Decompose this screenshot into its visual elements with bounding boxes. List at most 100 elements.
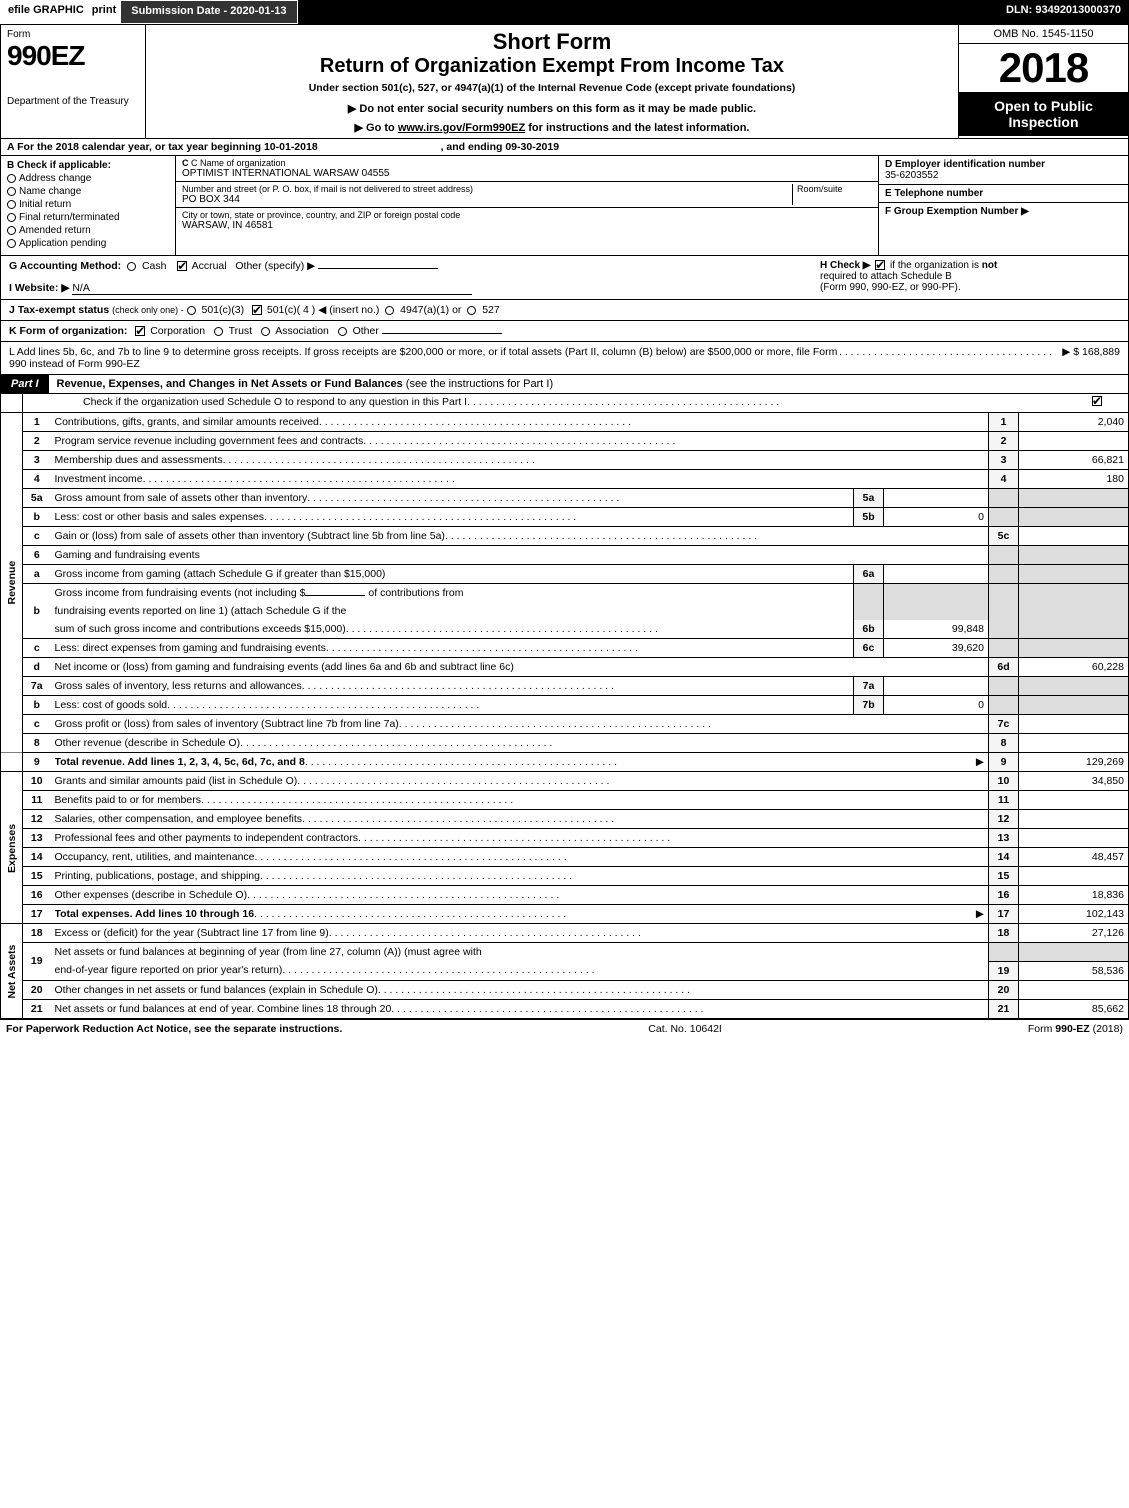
header-right: OMB No. 1545-1150 2018 Open to Public In… [958, 25, 1128, 138]
line-7b-desc: Less: cost of goods sold [55, 699, 168, 711]
line-2-val [1019, 432, 1129, 451]
line-7b-no: b [23, 696, 51, 715]
part1-sub-row: Check if the organization used Schedule … [0, 394, 1129, 413]
goto-line: ▶ Go to www.irs.gov/Form990EZ for instru… [152, 121, 952, 134]
line-16: 16 Other expenses (describe in Schedule … [1, 886, 1129, 905]
check-application-pending-label: Application pending [19, 238, 106, 249]
line-1-box: 1 [989, 413, 1019, 432]
k-other-input[interactable] [382, 333, 502, 334]
line-6d-val: 60,228 [1019, 658, 1129, 677]
k-corp-check[interactable] [135, 326, 145, 336]
k-trust-radio[interactable] [214, 327, 223, 336]
g-cash-radio[interactable] [127, 262, 136, 271]
line-1-desc: Contributions, gifts, grants, and simila… [55, 416, 319, 428]
check-amended-return-label: Amended return [19, 225, 91, 236]
line-5c-no: c [23, 527, 51, 546]
line-9: 9 Total revenue. Add lines 1, 2, 3, 4, 5… [1, 753, 1129, 772]
line-6b-svshade [884, 584, 989, 621]
line-5a-sub: 5a [854, 489, 884, 508]
period-begin: A For the 2018 calendar year, or tax yea… [7, 141, 318, 153]
line-20-val [1019, 980, 1129, 999]
l-amount: ▶ $ 168,889 [1056, 346, 1120, 370]
g-other-input[interactable] [318, 268, 438, 269]
part1-sub-check[interactable] [1092, 396, 1102, 406]
line-6d: d Net income or (loss) from gaming and f… [1, 658, 1129, 677]
return-title: Return of Organization Exempt From Incom… [152, 55, 952, 78]
print-label[interactable]: print [92, 0, 120, 24]
h-checkbox[interactable] [875, 260, 885, 270]
part1-sub: Check if the organization used Schedule … [83, 396, 467, 408]
city-value: WARSAW, IN 46581 [182, 220, 872, 231]
line-21-desc: Net assets or fund balances at end of ye… [55, 1003, 392, 1015]
line-6-desc: Gaming and fundraising events [51, 546, 989, 565]
line-6-boxshade [989, 546, 1019, 565]
check-application-pending[interactable]: Application pending [7, 238, 169, 249]
form-label: Form [7, 29, 139, 40]
j-527-radio[interactable] [467, 306, 476, 315]
line-5a-valshade [1019, 489, 1129, 508]
line-15-box: 15 [989, 867, 1019, 886]
line-5b-sv: 0 [884, 508, 989, 527]
tax-year: 2018 [959, 44, 1128, 92]
line-6a-no: a [23, 565, 51, 584]
line-12-val [1019, 810, 1129, 829]
omb-number: OMB No. 1545-1150 [959, 25, 1128, 44]
k-assoc-radio[interactable] [261, 327, 270, 336]
line-21-val: 85,662 [1019, 999, 1129, 1018]
line-18-box: 18 [989, 924, 1019, 943]
line-17-val: 102,143 [1019, 905, 1129, 924]
j-501c3-radio[interactable] [187, 306, 196, 315]
line-10: Expenses 10 Grants and similar amounts p… [1, 772, 1129, 791]
check-address-change[interactable]: Address change [7, 173, 169, 184]
line-5a: 5a Gross amount from sale of assets othe… [1, 489, 1129, 508]
goto-link[interactable]: www.irs.gov/Form990EZ [398, 122, 525, 134]
box-f-label: F Group Exemption Number ▶ [885, 206, 1122, 217]
line-7c-desc: Gross profit or (loss) from sales of inv… [55, 718, 399, 730]
line-9-no: 9 [23, 753, 51, 772]
line-11-val [1019, 791, 1129, 810]
line-7b-sub: 7b [854, 696, 884, 715]
line-8-val [1019, 734, 1129, 753]
k-other-radio[interactable] [338, 327, 347, 336]
j-527-label: 527 [482, 304, 500, 316]
g-accrual-check[interactable] [177, 261, 187, 271]
line-17: 17 Total expenses. Add lines 10 through … [1, 905, 1129, 924]
check-name-change[interactable]: Name change [7, 186, 169, 197]
line-14: 14 Occupancy, rent, utilities, and maint… [1, 848, 1129, 867]
line-6c-desc: Less: direct expenses from gaming and fu… [55, 642, 326, 654]
dln-label: DLN: 93492013000370 [998, 0, 1129, 24]
check-initial-return[interactable]: Initial return [7, 199, 169, 210]
box-e: E Telephone number [879, 185, 1128, 203]
period-row: A For the 2018 calendar year, or tax yea… [0, 139, 1129, 156]
line-6-no: 6 [23, 546, 51, 565]
efile-label: efile GRAPHIC [0, 0, 92, 24]
open-public: Open to Public Inspection [959, 92, 1128, 136]
row-g: G Accounting Method: Cash Accrual Other … [9, 260, 820, 295]
g-label: G Accounting Method: [9, 260, 121, 272]
check-amended-return[interactable]: Amended return [7, 225, 169, 236]
row-k: K Form of organization: Corporation Trus… [0, 321, 1129, 342]
org-name-cell: C C Name of organization OPTIMIST INTERN… [176, 156, 878, 182]
line-17-desc: Total expenses. Add lines 10 through 16 [55, 908, 255, 920]
check-final-return[interactable]: Final return/terminated [7, 212, 169, 223]
line-6b-blank[interactable] [305, 595, 365, 596]
j-label: J Tax-exempt status [9, 304, 109, 316]
line-5b-desc: Less: cost or other basis and sales expe… [55, 511, 265, 523]
line-20: 20 Other changes in net assets or fund b… [1, 980, 1129, 999]
line-18-val: 27,126 [1019, 924, 1129, 943]
row-gh: G Accounting Method: Cash Accrual Other … [0, 256, 1129, 300]
line-3: 3 Membership dues and assessments 3 66,8… [1, 451, 1129, 470]
street-label: Number and street (or P. O. box, if mail… [182, 184, 792, 194]
website-value: N/A [72, 282, 472, 295]
line-6b-d2: of contributions from [368, 587, 463, 599]
j-501c3-label: 501(c)(3) [201, 304, 244, 316]
j-4947-radio[interactable] [385, 306, 394, 315]
short-form-title: Short Form [152, 29, 952, 55]
street-cell: Number and street (or P. O. box, if mail… [176, 182, 878, 208]
box-c-label: C C Name of organization [182, 158, 872, 168]
line-6b-3: sum of such gross income and contributio… [1, 620, 1129, 639]
j-501c-check[interactable] [252, 305, 262, 315]
line-3-no: 3 [23, 451, 51, 470]
line-12-no: 12 [23, 810, 51, 829]
box-c: C C Name of organization OPTIMIST INTERN… [176, 156, 878, 255]
